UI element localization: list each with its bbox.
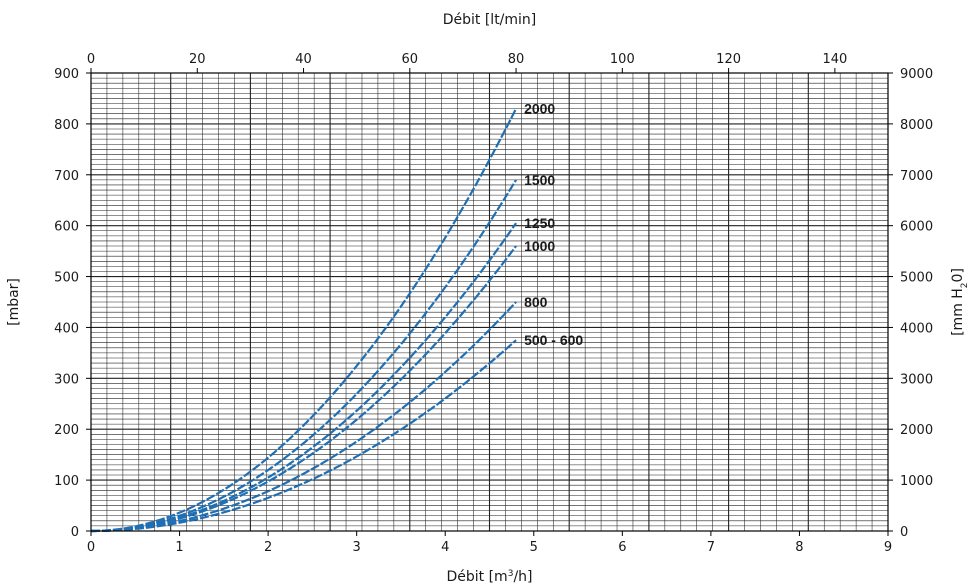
y-left-tick-label: 200: [54, 423, 79, 438]
plot-frame: [90, 72, 889, 532]
tick-labels: 0 1 2 3 4 5 6 7 8 90 20 40 60 80 100 120 140010020030040…: [54, 52, 933, 555]
x-axis-bottom-title-text: Débit [m: [446, 569, 507, 585]
x-axis-top-title: Débit [lt/min]: [443, 12, 537, 28]
x-top-tick-label: 120: [716, 52, 741, 67]
x-tick-label: 9: [884, 540, 892, 555]
grid: [91, 73, 888, 531]
x-axis-bottom-title: Débit [m3/h]: [446, 569, 532, 585]
series-curve-1000: [90, 245, 517, 533]
series-curves: [90, 108, 518, 533]
x-tick-label: 5: [530, 540, 538, 555]
x-top-tick-label: 20: [189, 52, 206, 67]
y-left-tick-label: 800: [54, 118, 79, 133]
y-left-tick-label: 300: [54, 372, 79, 387]
y-left-tick-label: 0: [71, 525, 79, 540]
series-labels: 2000 1500 1250 1000 800 500 - 600: [524, 101, 583, 349]
series-curve-500-600: [90, 339, 517, 533]
series-curve-1500: [90, 179, 518, 533]
y-right-tick-label: 9000: [900, 67, 933, 82]
x-tick-label: 8: [795, 540, 803, 555]
y-left-tick-label: 400: [54, 321, 79, 336]
series-curve-2000: [90, 108, 518, 533]
y-axis-right-title-text: [mm H: [950, 288, 966, 336]
series-label: 2000: [524, 101, 555, 117]
x-tick-label: 3: [353, 540, 361, 555]
y-right-tick-label: 7000: [900, 169, 933, 184]
x-tick-label: 1: [175, 540, 183, 555]
y-axis-left-title: [mbar]: [6, 278, 22, 326]
series-label: 1250: [524, 215, 555, 231]
y-right-tick-label: 2000: [900, 423, 933, 438]
series-label: 1500: [524, 172, 555, 188]
y-right-tick-label: 1000: [900, 474, 933, 489]
x-tick-label: 6: [618, 540, 626, 555]
x-top-tick-label: 60: [402, 52, 419, 67]
y-axis-right-title: [mm H20]: [950, 268, 970, 336]
x-tick-label: 4: [441, 540, 449, 555]
y-left-tick-label: 600: [54, 220, 79, 235]
y-left-tick-label: 100: [54, 474, 79, 489]
y-right-tick-label: 3000: [900, 372, 933, 387]
y-right-tick-label: 8000: [900, 118, 933, 133]
y-right-tick-label: 4000: [900, 321, 933, 336]
x-tick-label: 7: [707, 540, 715, 555]
y-right-tick-label: 0: [900, 525, 908, 540]
series-label: 1000: [524, 238, 555, 254]
x-top-tick-label: 100: [610, 52, 635, 67]
x-top-tick-label: 40: [295, 52, 312, 67]
x-tick-label: 0: [87, 540, 95, 555]
x-top-tick-label: 0: [87, 52, 95, 67]
y-right-tick-label: 6000: [900, 220, 933, 235]
y-axis-right-title-sub: 2: [960, 282, 970, 288]
series-label: 500 - 600: [524, 332, 583, 348]
y-right-tick-label: 5000: [900, 271, 933, 286]
series-label: 800: [524, 294, 548, 310]
y-left-tick-label: 700: [54, 169, 79, 184]
y-left-tick-label: 500: [54, 271, 79, 286]
y-left-tick-label: 900: [54, 67, 79, 82]
y-axis-right-title-tail: 0]: [950, 268, 966, 282]
x-tick-label: 2: [264, 540, 272, 555]
x-axis-bottom-title-tail: /h]: [513, 569, 532, 585]
x-axis-bottom-title-sup: 3: [508, 569, 514, 579]
x-top-tick-label: 80: [508, 52, 525, 67]
x-top-tick-label: 140: [822, 52, 847, 67]
